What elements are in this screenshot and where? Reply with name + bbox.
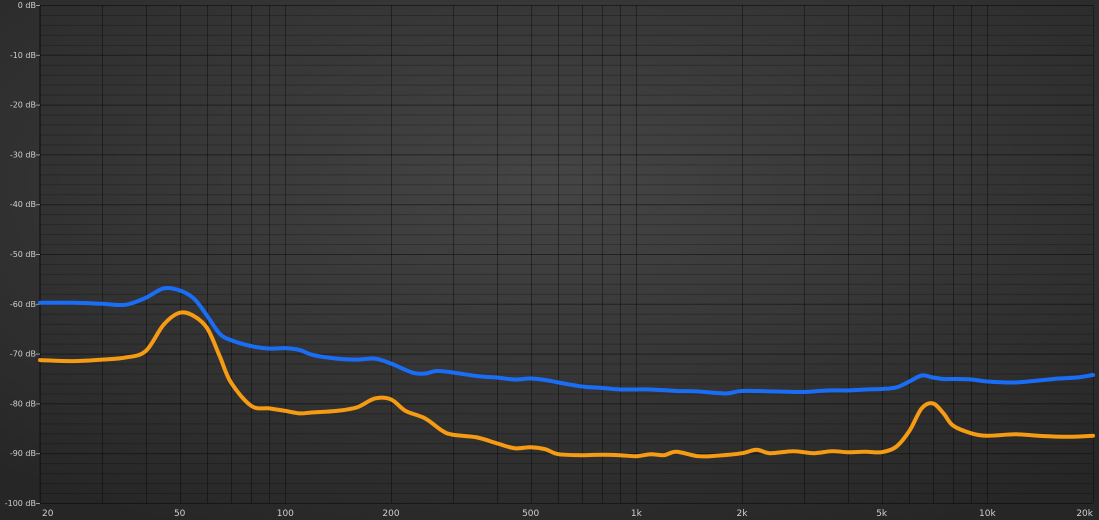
x-tick-label: 20: [42, 509, 54, 519]
y-tick-label: -90 dB: [10, 449, 36, 458]
y-tick-label: -50 dB: [10, 250, 36, 259]
x-tick-label: 2k: [737, 509, 749, 519]
x-tick-label: 200: [382, 509, 399, 519]
y-tick-label: 0 dB: [18, 1, 36, 10]
x-tick-label: 20k: [1076, 509, 1093, 519]
x-tick-label: 1k: [631, 509, 643, 519]
y-tick-label: -30 dB: [10, 150, 36, 159]
y-tick-label: -80 dB: [10, 399, 36, 408]
x-tick-label: 500: [522, 509, 539, 519]
x-tick-label: 10k: [979, 509, 996, 519]
y-tick-label: -100 dB: [5, 499, 36, 508]
series-line-blue: [38, 285, 1095, 396]
x-tick-label: 100: [277, 509, 294, 519]
y-tick-label: -40 dB: [10, 200, 36, 209]
y-tick-label: -70 dB: [10, 350, 36, 359]
y-tick-label: -10 dB: [10, 51, 36, 60]
x-tick-label: 5k: [876, 509, 888, 519]
y-tick-label: -20 dB: [10, 101, 36, 110]
x-tick-label: 50: [174, 509, 186, 519]
y-tick-label: -60 dB: [10, 300, 36, 309]
series-line-orange: [38, 310, 1095, 459]
